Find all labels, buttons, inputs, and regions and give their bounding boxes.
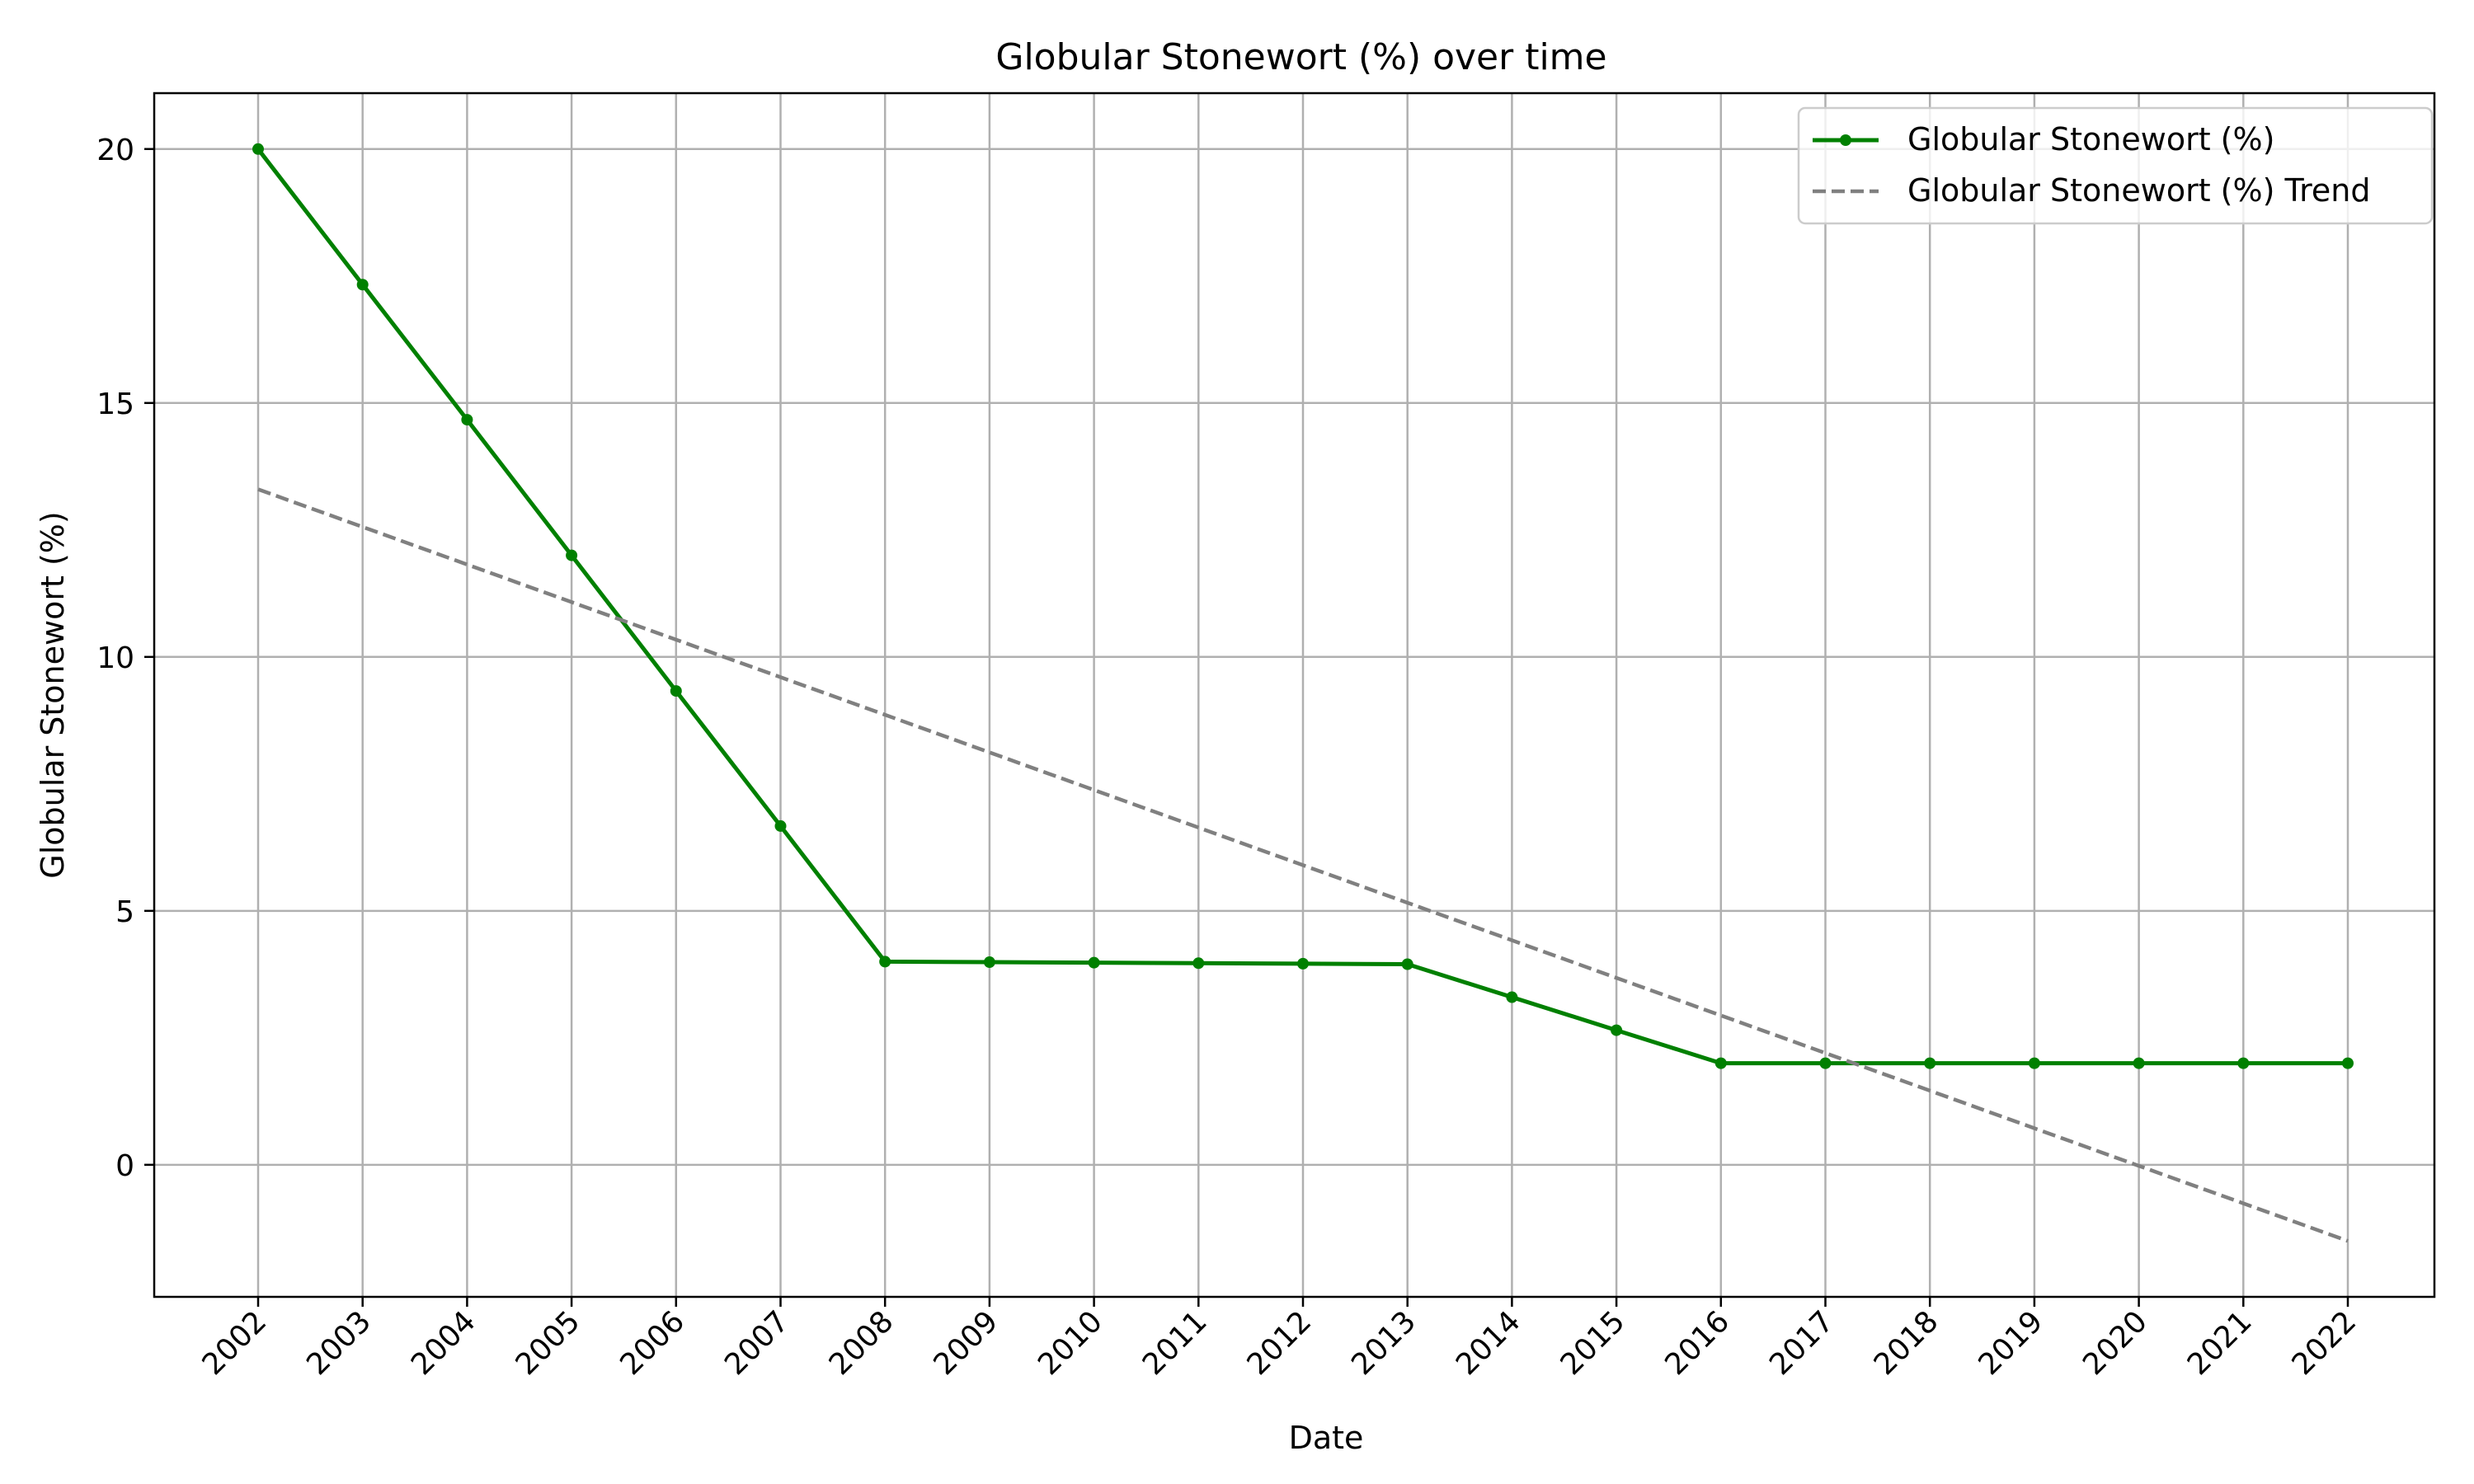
plot-frame [153,92,2436,1298]
data-point [774,819,787,832]
data-point [2133,1057,2145,1069]
y-tick-label: 5 [115,895,134,929]
trend-line [257,487,2349,1243]
data-point [252,143,264,155]
chart-title: Globular Stonewort (%) over time [995,36,1606,78]
data-point [2237,1057,2250,1069]
series-layer [252,143,2354,1243]
data-point [1401,958,1413,970]
legend-label-series-2: Globular Stonewort (%) Trend [1907,172,2371,209]
data-point [983,956,995,969]
data-point [1924,1057,1936,1069]
y-axis-label: Globular Stonewort (%) [35,511,71,878]
data-point [1192,957,1205,970]
y-tick-label: 15 [96,387,134,421]
data-point [1506,991,1518,1003]
data-point [1819,1057,1832,1069]
data-point [1611,1024,1623,1036]
data-point [356,279,369,291]
legend-box [1797,106,2434,225]
data-point [1714,1057,1727,1069]
data-point [879,956,891,968]
data-point [2342,1057,2354,1069]
data-point [1297,957,1309,970]
legend: Globular Stonewort (%) Globular Stonewor… [1797,106,2434,225]
data-point [2028,1057,2040,1069]
x-axis-label: Date [1289,1420,1364,1456]
data-point [566,549,578,561]
data-point [1088,956,1100,969]
y-tick-label: 0 [115,1149,134,1183]
y-tick-label: 10 [96,641,134,675]
data-point [670,685,682,697]
legend-marker-series-1 [1840,134,1851,146]
legend-label-series-1: Globular Stonewort (%) [1907,121,2274,157]
y-tick-label: 20 [96,134,134,167]
data-point [461,414,473,426]
